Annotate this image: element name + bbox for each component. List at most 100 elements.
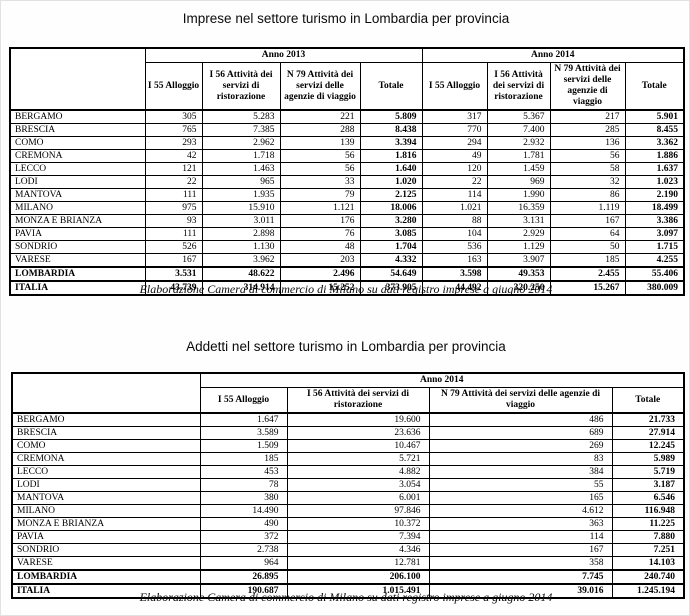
value-cell: 765 (144, 123, 203, 137)
province-cell: LOMBARDIA (9, 266, 146, 282)
total-cell: 5.989 (611, 452, 685, 466)
year-header-row: Anno 2013 Anno 2014 (9, 47, 685, 111)
value-cell: 48 (279, 240, 361, 254)
province-cell: MONZA E BRIANZA (9, 214, 146, 228)
column-header-alloggio-2014: I 55 Alloggio (421, 62, 488, 111)
totals-row-lombardia: LOMBARDIA 3.531 48.622 2.496 54.649 3.598 49.3… (9, 266, 685, 282)
value-cell: 58 (549, 162, 626, 176)
value-cell: 50 (549, 240, 626, 254)
value-cell: 372 (199, 530, 288, 544)
table-row: LODI 78 3.054 55 3.187 (11, 478, 685, 492)
value-cell: 10.467 (286, 439, 430, 453)
value-cell: 111 (144, 188, 203, 202)
addetti-table: Anno 2014 I 55 Alloggio I 56 Attività de… (11, 372, 685, 599)
total-cell: 1.023 (624, 175, 685, 189)
total-cell: 1.020 (359, 175, 423, 189)
province-cell: LODI (11, 478, 201, 492)
value-cell: 10.372 (286, 517, 430, 531)
year-header-row: Anno 2014 (11, 372, 685, 414)
table-row: VARESE 167 3.962 203 4.332 163 3.907 185 4.255 (9, 253, 685, 268)
value-cell: 33 (279, 175, 361, 189)
value-cell: 1.021 (421, 201, 488, 215)
value-cell: 5.283 (201, 109, 281, 124)
table-row: BRESCIA 3.589 23.636 689 27.914 (11, 426, 685, 440)
province-cell: LOMBARDIA (11, 569, 201, 585)
value-cell: 49 (421, 149, 488, 163)
value-cell: 3.011 (201, 214, 281, 228)
total-cell: 12.245 (611, 439, 685, 453)
value-cell: 111 (144, 227, 203, 241)
province-cell: COMO (11, 439, 201, 453)
value-cell: 3.907 (486, 253, 551, 268)
total-cell: 2.190 (624, 188, 685, 202)
value-cell: 4.346 (286, 543, 430, 557)
source-caption-addetti: Elaborazione Camera di commercio di Mila… (139, 590, 553, 604)
value-cell: 203 (279, 253, 361, 268)
column-header-ristorazione: I 56 Attività dei servizi di ristorazion… (286, 387, 430, 414)
province-cell: BRESCIA (9, 123, 146, 137)
addetti-table-title: Addetti nel settore turismo in Lombardia… (186, 339, 506, 354)
total-cell: 7.880 (611, 530, 685, 544)
province-cell: LODI (9, 175, 146, 189)
province-cell: LECCO (11, 465, 201, 479)
value-cell: 6.001 (286, 491, 430, 505)
table-row: COMO 1.509 10.467 269 12.245 (11, 439, 685, 453)
table-row: PAVIA 111 2.898 76 3.085 104 2.929 64 3.097 (9, 227, 685, 241)
value-cell: 288 (279, 123, 361, 137)
value-cell: 97.846 (286, 504, 430, 518)
value-cell: 3.531 (144, 266, 203, 282)
value-cell: 48.622 (201, 266, 281, 282)
value-cell: 1.990 (486, 188, 551, 202)
value-cell: 7.385 (201, 123, 281, 137)
value-cell: 7.394 (286, 530, 430, 544)
table-row: MILANO 14.490 97.846 4.612 116.948 (11, 504, 685, 518)
corner-cell (11, 372, 201, 414)
province-cell: PAVIA (11, 530, 201, 544)
value-cell: 16.359 (486, 201, 551, 215)
table-row: CREMONA 185 5.721 83 5.989 (11, 452, 685, 466)
value-cell: 176 (279, 214, 361, 228)
province-cell: VARESE (11, 556, 201, 571)
value-cell: 22 (421, 175, 488, 189)
total-cell: 18.499 (624, 201, 685, 215)
table-row: SONDRIO 526 1.130 48 1.704 536 1.129 50 1.715 (9, 240, 685, 254)
value-cell: 217 (549, 109, 626, 124)
total-cell: 27.914 (611, 426, 685, 440)
value-cell: 42 (144, 149, 203, 163)
table-row: MANTOVA 111 1.935 79 2.125 114 1.990 86 2.190 (9, 188, 685, 202)
corner-cell (9, 47, 146, 111)
value-cell: 86 (549, 188, 626, 202)
province-cell: MONZA E BRIANZA (11, 517, 201, 531)
value-cell: 56 (279, 162, 361, 176)
column-header-alloggio: I 55 Alloggio (199, 387, 288, 414)
table-row: CREMONA 42 1.718 56 1.816 49 1.781 56 1.886 (9, 149, 685, 163)
source-caption-imprese: Elaborazione Camera di commercio di Mila… (139, 282, 553, 296)
total-cell: 116.948 (611, 504, 685, 518)
column-header-totale-2014: Totale (624, 62, 685, 111)
value-cell: 269 (428, 439, 613, 453)
value-cell: 136 (549, 136, 626, 150)
total-cell: 380.009 (624, 280, 685, 296)
value-cell: 78 (199, 478, 288, 492)
value-cell: 526 (144, 240, 203, 254)
value-cell: 56 (549, 149, 626, 163)
province-cell: COMO (9, 136, 146, 150)
value-cell: 167 (428, 543, 613, 557)
year-2014-header: Anno 2014 (421, 47, 685, 63)
totals-row-italia: ITALIA 190.687 1.015.491 39.016 1.245.194 (11, 583, 685, 599)
value-cell: 114 (428, 530, 613, 544)
value-cell: 79 (279, 188, 361, 202)
table-row: MONZA E BRIANZA 490 10.372 363 11.225 (11, 517, 685, 531)
value-cell: 358 (428, 556, 613, 571)
province-cell: CREMONA (9, 149, 146, 163)
value-cell: 93 (144, 214, 203, 228)
value-cell: 975 (144, 201, 203, 215)
value-cell: 453 (199, 465, 288, 479)
table-row: PAVIA 372 7.394 114 7.880 (11, 530, 685, 544)
total-cell: 1.715 (624, 240, 685, 254)
value-cell: 163 (421, 253, 488, 268)
total-cell: 1.245.194 (611, 583, 685, 599)
province-cell: VARESE (9, 253, 146, 268)
value-cell: 221 (279, 109, 361, 124)
